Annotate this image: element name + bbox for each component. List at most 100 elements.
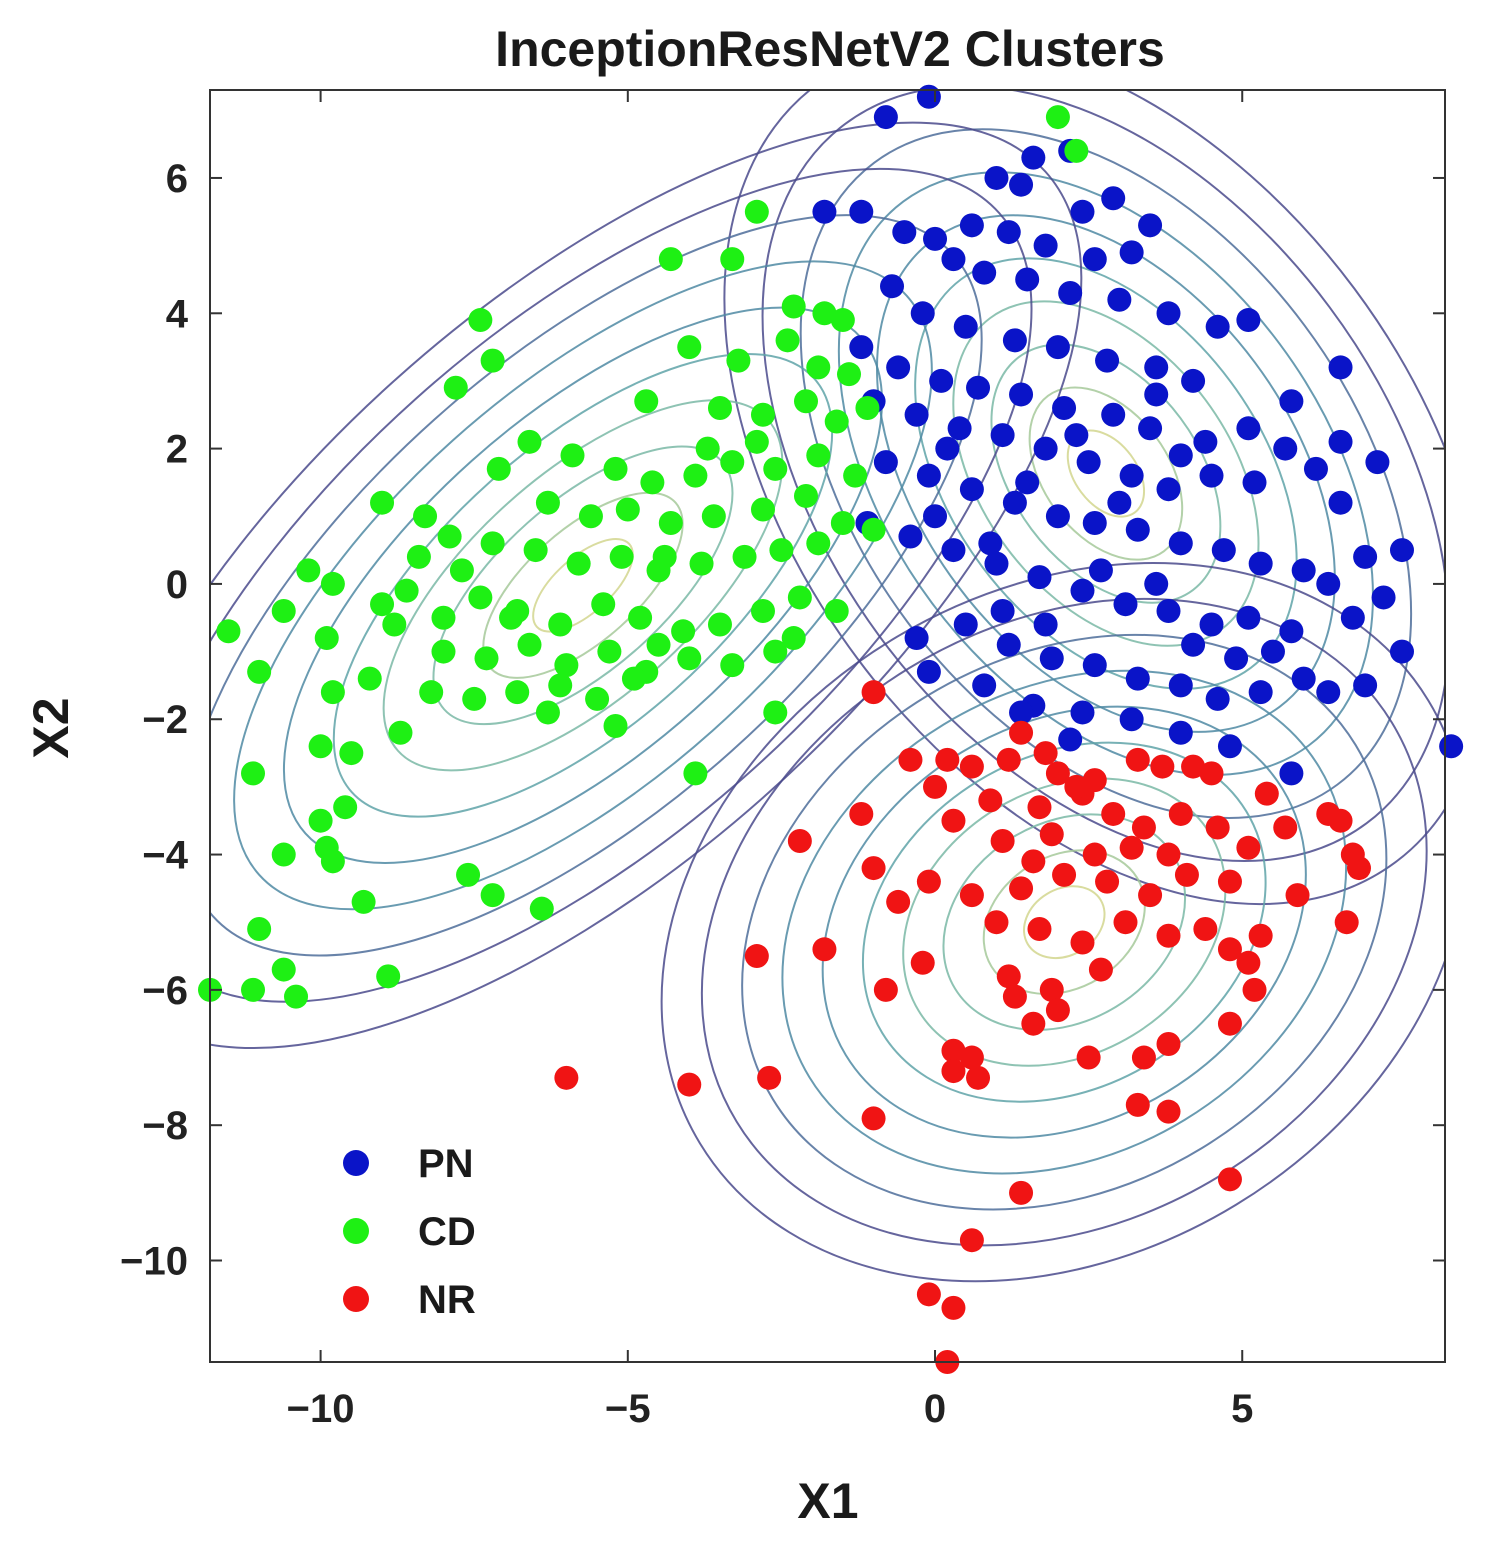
point-cd [621,666,646,691]
point-pn [1279,761,1304,786]
point-cd [824,409,849,434]
point-pn [1033,233,1058,258]
point-pn [1119,707,1144,732]
point-nr [1131,815,1156,840]
point-cd [413,504,438,529]
point-pn [1045,335,1070,360]
contour-nr [660,562,1445,1283]
point-cd [603,456,628,481]
point-cd [468,585,493,610]
point-nr [1009,876,1034,901]
legend-marker-pn [343,1150,369,1176]
point-pn [1045,504,1070,529]
point-pn [1033,612,1058,637]
point-pn [1328,429,1353,454]
point-pn [959,213,984,238]
point-pn [1082,511,1107,536]
point-pn [923,226,948,251]
point-nr [1236,950,1261,975]
point-pn [1027,565,1052,590]
legend-marker-nr [343,1286,369,1312]
point-pn [1217,734,1242,759]
point-nr [959,1045,984,1070]
y-axis-ticks: 6 4 2 0 −2 −4 −6 −8 −10 [120,157,1445,1284]
point-pn [1113,592,1138,617]
point-cd [806,443,831,468]
y-axis-label: X2 [23,697,79,758]
point-cd [308,808,333,833]
legend-label-nr: NR [418,1278,476,1322]
point-pn [953,612,978,637]
point-cd [271,842,296,867]
point-cd [591,592,616,617]
point-pn [1168,443,1193,468]
point-nr [996,964,1021,989]
point-nr [923,774,948,799]
point-cd [505,680,530,705]
point-pn [898,524,923,549]
point-pn [880,274,905,299]
point-cd [480,883,505,908]
point-nr [1205,815,1230,840]
point-cd [726,348,751,373]
point-cd [499,605,524,630]
point-nr [941,808,966,833]
point-cd [431,639,456,664]
point-nr [1156,842,1181,867]
point-cd [578,504,603,529]
y-tick-label: 4 [166,292,189,336]
y-tick-label: 2 [166,428,188,472]
point-nr [1009,1180,1034,1205]
point-nr [966,1065,991,1090]
point-pn [1168,531,1193,556]
point-cd [830,308,855,333]
point-nr [1002,984,1027,1009]
point-pn [1101,186,1126,211]
point-pn [1291,558,1316,583]
point-pn [1371,585,1396,610]
contour-pn [723,90,1445,906]
y-tick-label: −2 [142,698,188,742]
contour-nr [781,669,1348,1175]
point-pn [1199,463,1224,488]
point-nr [1199,761,1224,786]
point-pn [873,450,898,475]
data-points [198,84,1464,1374]
point-cd [585,686,610,711]
point-pn [1058,727,1083,752]
legend-marker-cd [343,1218,369,1244]
point-pn [953,314,978,339]
point-pn [1009,700,1034,725]
point-nr [1027,916,1052,941]
point-pn [1205,314,1230,339]
point-nr [1125,747,1150,772]
point-nr [1101,801,1126,826]
point-cd [781,626,806,651]
point-cd [431,605,456,630]
point-nr [1236,835,1261,860]
point-pn [984,551,1009,576]
point-pn [1193,429,1218,454]
point-cd [603,714,628,738]
contour-nr [741,633,1388,1211]
x-tick-label: −10 [287,1387,355,1431]
point-cd [634,389,659,414]
point-pn [1125,517,1150,542]
point-pn [904,626,929,651]
point-cd [351,889,376,914]
point-pn [1064,423,1089,448]
point-pn [1156,598,1181,623]
point-pn [1039,646,1064,671]
point-cd [701,504,726,529]
y-tick-label: −4 [142,834,188,878]
point-nr [1138,883,1163,908]
contour-pn [761,90,1445,862]
contour-pn [990,343,1222,604]
point-pn [935,436,960,461]
point-pn [1082,653,1107,678]
point-pn [1316,680,1341,705]
point-pn [1070,700,1095,725]
point-pn [1052,396,1077,420]
point-cd [671,619,696,644]
point-pn [947,416,972,441]
